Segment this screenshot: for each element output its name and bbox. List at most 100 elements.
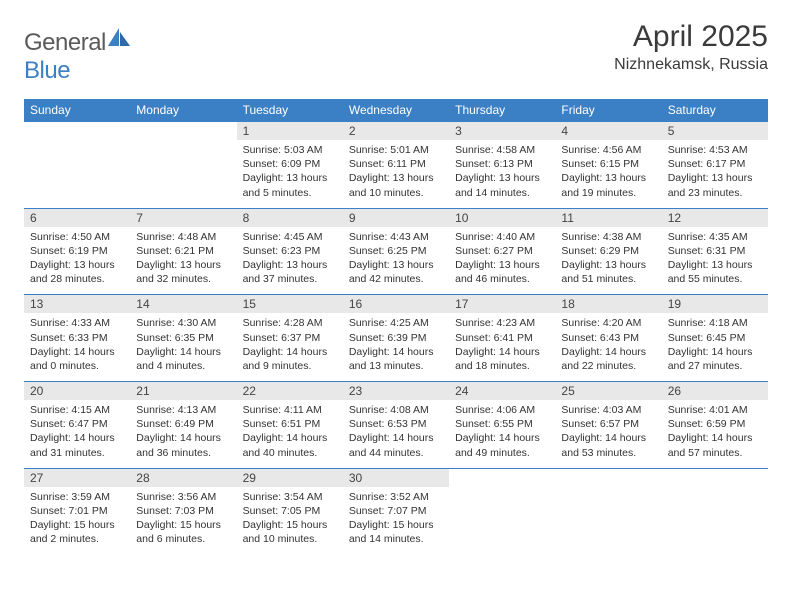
daylight-text: Daylight: 14 hours and 40 minutes. <box>243 431 337 459</box>
sunrise-text: Sunrise: 4:08 AM <box>349 403 443 417</box>
sunset-text: Sunset: 6:25 PM <box>349 244 443 258</box>
day-content-cell: Sunrise: 4:45 AMSunset: 6:23 PMDaylight:… <box>237 227 343 295</box>
sunset-text: Sunset: 6:35 PM <box>136 331 230 345</box>
sunrise-text: Sunrise: 3:52 AM <box>349 490 443 504</box>
sunset-text: Sunset: 6:57 PM <box>561 417 655 431</box>
sunrise-text: Sunrise: 4:40 AM <box>455 230 549 244</box>
sunrise-text: Sunrise: 4:56 AM <box>561 143 655 157</box>
sunset-text: Sunset: 6:17 PM <box>668 157 762 171</box>
sunset-text: Sunset: 6:51 PM <box>243 417 337 431</box>
day-number-cell: 21 <box>130 382 236 401</box>
sunset-text: Sunset: 6:53 PM <box>349 417 443 431</box>
sunset-text: Sunset: 6:23 PM <box>243 244 337 258</box>
sunrise-text: Sunrise: 3:54 AM <box>243 490 337 504</box>
day-number-cell: 9 <box>343 208 449 227</box>
calendar-page: GeneralBlue April 2025 Nizhnekamsk, Russ… <box>0 0 792 575</box>
sunset-text: Sunset: 7:07 PM <box>349 504 443 518</box>
daylight-text: Daylight: 13 hours and 19 minutes. <box>561 171 655 199</box>
daylight-text: Daylight: 13 hours and 28 minutes. <box>30 258 124 286</box>
day-content-cell: Sunrise: 4:11 AMSunset: 6:51 PMDaylight:… <box>237 400 343 468</box>
day-number-cell: 27 <box>24 468 130 487</box>
weekday-header-row: SundayMondayTuesdayWednesdayThursdayFrid… <box>24 99 768 122</box>
day-content-cell: Sunrise: 4:08 AMSunset: 6:53 PMDaylight:… <box>343 400 449 468</box>
logo-text: GeneralBlue <box>24 28 130 85</box>
day-content-cell: Sunrise: 4:38 AMSunset: 6:29 PMDaylight:… <box>555 227 661 295</box>
daynum-row: 12345 <box>24 122 768 141</box>
content-row: Sunrise: 4:15 AMSunset: 6:47 PMDaylight:… <box>24 400 768 468</box>
day-content-cell: Sunrise: 4:15 AMSunset: 6:47 PMDaylight:… <box>24 400 130 468</box>
daylight-text: Daylight: 13 hours and 32 minutes. <box>136 258 230 286</box>
sunset-text: Sunset: 6:15 PM <box>561 157 655 171</box>
daylight-text: Daylight: 13 hours and 51 minutes. <box>561 258 655 286</box>
day-content-cell: Sunrise: 3:54 AMSunset: 7:05 PMDaylight:… <box>237 487 343 555</box>
daylight-text: Daylight: 14 hours and 0 minutes. <box>30 345 124 373</box>
daynum-row: 13141516171819 <box>24 295 768 314</box>
day-content-cell: Sunrise: 4:23 AMSunset: 6:41 PMDaylight:… <box>449 313 555 381</box>
day-number-cell: 25 <box>555 382 661 401</box>
day-content-cell <box>130 140 236 208</box>
day-number-cell: 5 <box>662 122 768 141</box>
day-content-cell: Sunrise: 4:28 AMSunset: 6:37 PMDaylight:… <box>237 313 343 381</box>
sunrise-text: Sunrise: 4:11 AM <box>243 403 337 417</box>
daylight-text: Daylight: 13 hours and 14 minutes. <box>455 171 549 199</box>
sunrise-text: Sunrise: 3:56 AM <box>136 490 230 504</box>
daylight-text: Daylight: 14 hours and 27 minutes. <box>668 345 762 373</box>
day-content-cell: Sunrise: 4:30 AMSunset: 6:35 PMDaylight:… <box>130 313 236 381</box>
sunrise-text: Sunrise: 4:48 AM <box>136 230 230 244</box>
sunrise-text: Sunrise: 4:43 AM <box>349 230 443 244</box>
daylight-text: Daylight: 13 hours and 23 minutes. <box>668 171 762 199</box>
day-number-cell: 17 <box>449 295 555 314</box>
sail-icon <box>108 28 130 46</box>
day-content-cell: Sunrise: 5:03 AMSunset: 6:09 PMDaylight:… <box>237 140 343 208</box>
day-number-cell: 8 <box>237 208 343 227</box>
sunset-text: Sunset: 7:03 PM <box>136 504 230 518</box>
day-number-cell <box>24 122 130 141</box>
sunrise-text: Sunrise: 5:03 AM <box>243 143 337 157</box>
day-number-cell: 23 <box>343 382 449 401</box>
sunrise-text: Sunrise: 4:53 AM <box>668 143 762 157</box>
daylight-text: Daylight: 13 hours and 10 minutes. <box>349 171 443 199</box>
sunrise-text: Sunrise: 4:58 AM <box>455 143 549 157</box>
sunrise-text: Sunrise: 4:20 AM <box>561 316 655 330</box>
day-number-cell: 10 <box>449 208 555 227</box>
day-number-cell: 20 <box>24 382 130 401</box>
sunrise-text: Sunrise: 4:18 AM <box>668 316 762 330</box>
sunset-text: Sunset: 6:43 PM <box>561 331 655 345</box>
day-content-cell: Sunrise: 3:59 AMSunset: 7:01 PMDaylight:… <box>24 487 130 555</box>
day-number-cell: 28 <box>130 468 236 487</box>
sunset-text: Sunset: 7:01 PM <box>30 504 124 518</box>
day-number-cell: 7 <box>130 208 236 227</box>
sunrise-text: Sunrise: 5:01 AM <box>349 143 443 157</box>
day-content-cell <box>24 140 130 208</box>
calendar-table: SundayMondayTuesdayWednesdayThursdayFrid… <box>24 99 768 555</box>
day-content-cell: Sunrise: 4:58 AMSunset: 6:13 PMDaylight:… <box>449 140 555 208</box>
sunset-text: Sunset: 6:21 PM <box>136 244 230 258</box>
sunset-text: Sunset: 6:13 PM <box>455 157 549 171</box>
content-row: Sunrise: 5:03 AMSunset: 6:09 PMDaylight:… <box>24 140 768 208</box>
sunset-text: Sunset: 6:31 PM <box>668 244 762 258</box>
day-content-cell: Sunrise: 4:18 AMSunset: 6:45 PMDaylight:… <box>662 313 768 381</box>
day-content-cell: Sunrise: 4:20 AMSunset: 6:43 PMDaylight:… <box>555 313 661 381</box>
day-content-cell: Sunrise: 4:25 AMSunset: 6:39 PMDaylight:… <box>343 313 449 381</box>
day-number-cell: 26 <box>662 382 768 401</box>
day-number-cell <box>662 468 768 487</box>
day-content-cell: Sunrise: 4:33 AMSunset: 6:33 PMDaylight:… <box>24 313 130 381</box>
daylight-text: Daylight: 13 hours and 37 minutes. <box>243 258 337 286</box>
day-content-cell: Sunrise: 4:53 AMSunset: 6:17 PMDaylight:… <box>662 140 768 208</box>
day-content-cell: Sunrise: 4:03 AMSunset: 6:57 PMDaylight:… <box>555 400 661 468</box>
day-content-cell: Sunrise: 4:40 AMSunset: 6:27 PMDaylight:… <box>449 227 555 295</box>
sunrise-text: Sunrise: 3:59 AM <box>30 490 124 504</box>
day-content-cell: Sunrise: 4:35 AMSunset: 6:31 PMDaylight:… <box>662 227 768 295</box>
sunrise-text: Sunrise: 4:30 AM <box>136 316 230 330</box>
day-content-cell: Sunrise: 3:56 AMSunset: 7:03 PMDaylight:… <box>130 487 236 555</box>
daynum-row: 27282930 <box>24 468 768 487</box>
location: Nizhnekamsk, Russia <box>614 56 768 74</box>
sunset-text: Sunset: 6:47 PM <box>30 417 124 431</box>
sunset-text: Sunset: 6:55 PM <box>455 417 549 431</box>
content-row: Sunrise: 4:50 AMSunset: 6:19 PMDaylight:… <box>24 227 768 295</box>
day-number-cell: 24 <box>449 382 555 401</box>
sunset-text: Sunset: 6:49 PM <box>136 417 230 431</box>
weekday-header: Saturday <box>662 99 768 122</box>
sunset-text: Sunset: 6:19 PM <box>30 244 124 258</box>
content-row: Sunrise: 3:59 AMSunset: 7:01 PMDaylight:… <box>24 487 768 555</box>
